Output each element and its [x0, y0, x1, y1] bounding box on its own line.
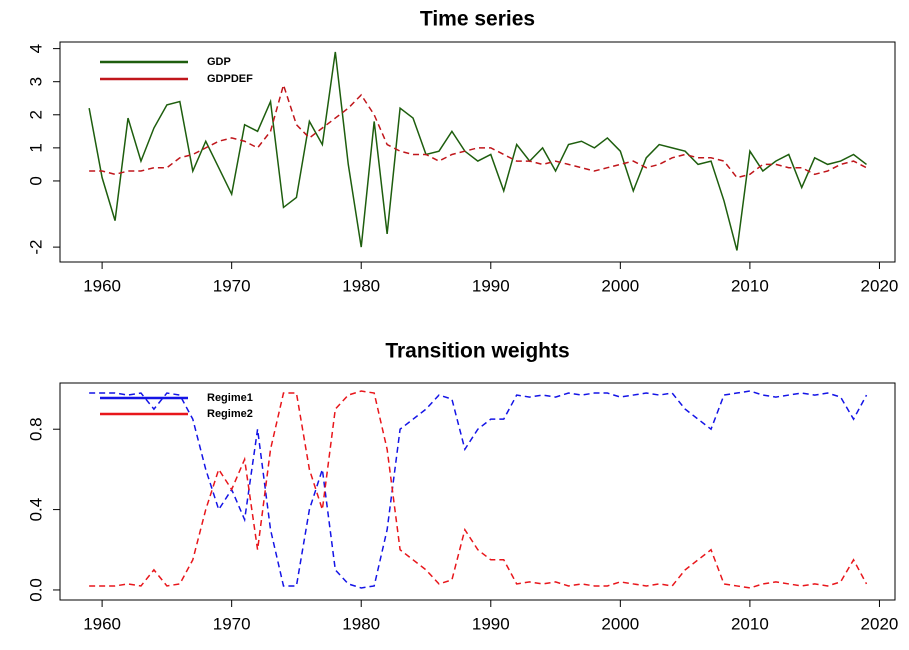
x-tick-label: 2000 — [601, 276, 639, 295]
legend-label: Regime1 — [207, 392, 253, 404]
y-tick-label: 0.4 — [26, 498, 45, 522]
x-tick-label: 1990 — [472, 614, 510, 633]
y-tick-label: 2 — [26, 110, 45, 119]
x-tick-label: 2010 — [731, 614, 769, 633]
y-tick-label: 0.0 — [26, 578, 45, 602]
y-tick-label: 3 — [26, 77, 45, 86]
x-tick-label: 2000 — [601, 614, 639, 633]
x-tick-label: 2020 — [861, 276, 899, 295]
x-tick-label: 2020 — [861, 614, 899, 633]
legend-label: Regime2 — [207, 408, 253, 420]
x-tick-label: 1980 — [342, 276, 380, 295]
series-line — [89, 82, 867, 179]
x-tick-label: 2010 — [731, 276, 769, 295]
plot-frame — [59, 41, 896, 263]
y-tick-label: 0.8 — [26, 417, 45, 441]
plot-frame — [59, 382, 896, 601]
x-tick-label: 1970 — [213, 276, 251, 295]
chart-title: Transition weights — [385, 340, 569, 363]
x-tick-label: 1960 — [83, 276, 121, 295]
legend-label: GDPDEF — [207, 73, 253, 85]
series-line — [89, 390, 868, 589]
y-tick-label: 4 — [26, 44, 45, 53]
x-tick-label: 1980 — [342, 614, 380, 633]
legend-label: GDP — [207, 56, 231, 68]
series-line — [89, 390, 868, 589]
x-tick-label: 1970 — [213, 614, 251, 633]
series-line — [88, 51, 867, 251]
chart-title: Time series — [420, 8, 535, 31]
y-tick-label: 0 — [26, 176, 45, 185]
x-tick-label: 1960 — [83, 614, 121, 633]
x-tick-label: 1990 — [472, 276, 510, 295]
y-tick-label: 1 — [26, 143, 45, 152]
y-tick-label: -2 — [26, 240, 45, 255]
